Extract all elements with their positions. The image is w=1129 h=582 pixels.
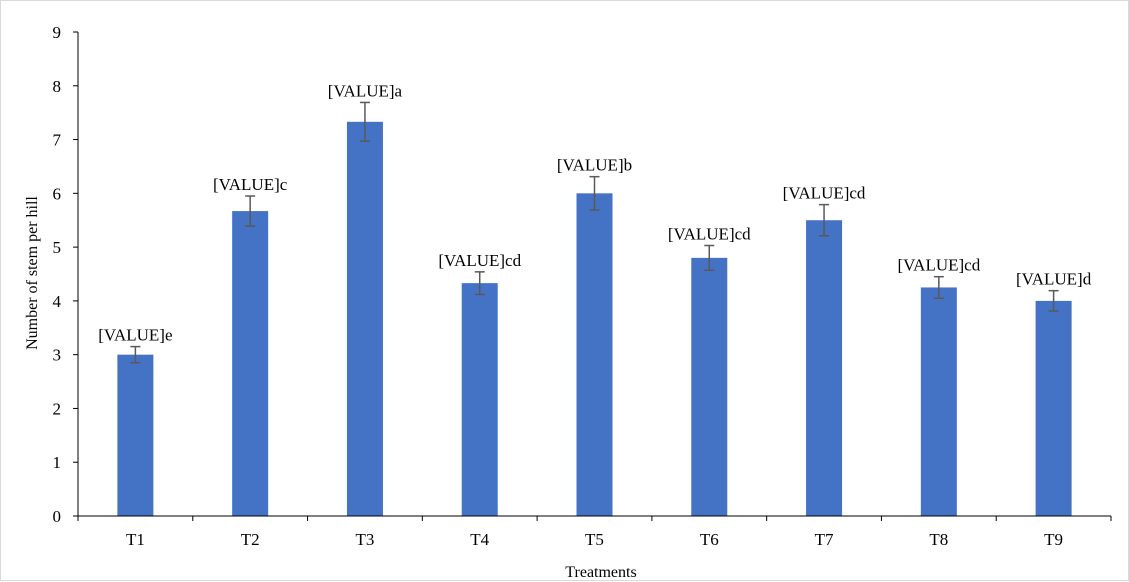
x-tick-label-t6: T6 [700, 530, 719, 549]
y-tick-label: 6 [53, 184, 62, 203]
y-tick-label: 2 [53, 399, 62, 418]
data-label-t2: [VALUE]c [213, 175, 288, 194]
error-bar-t6 [704, 244, 715, 271]
error-bar-t5 [589, 175, 600, 211]
axes-layer: 0 1 2 3 4 5 6 7 8 9 T1 T2 T3 T4 T5 T6 T7 T8 T9 [53, 23, 1112, 549]
error-bar-t4 [474, 271, 485, 296]
x-tick-label-t3: T3 [355, 530, 374, 549]
data-label-t7: [VALUE]cd [783, 184, 866, 203]
x-tick-label-t5: T5 [585, 530, 604, 549]
x-tick-label-t8: T8 [929, 530, 948, 549]
error-bar-t1 [130, 345, 141, 364]
error-bar-t3 [359, 101, 370, 142]
bar-t5 [576, 193, 613, 517]
bar-t8 [920, 287, 957, 516]
data-label-t9: [VALUE]d [1016, 270, 1092, 289]
x-tick-label-t9: T9 [1044, 530, 1063, 549]
data-label-t1: [VALUE]e [98, 326, 172, 345]
bar-t1 [117, 354, 154, 516]
y-tick-label: 0 [53, 507, 62, 526]
data-label-t4: [VALUE]cd [438, 251, 521, 270]
error-bar-t9 [1048, 289, 1059, 312]
y-tick-label: 5 [53, 238, 62, 257]
bars-layer [117, 121, 1072, 517]
y-axis-title: Number of stem per hill [24, 196, 41, 350]
error-bar-t7 [819, 203, 830, 237]
bar-t3 [346, 121, 383, 516]
bar-t9 [1035, 300, 1072, 516]
data-label-t6: [VALUE]cd [668, 224, 751, 243]
bar-t4 [461, 283, 498, 516]
bar-t2 [232, 211, 269, 516]
y-tick-label: 3 [53, 346, 62, 365]
x-tick-label-t1: T1 [126, 530, 145, 549]
error-bars-layer [130, 101, 1059, 364]
error-bar-t2 [245, 195, 256, 227]
x-tick-label-t2: T2 [241, 530, 260, 549]
y-tick-label: 8 [53, 77, 62, 96]
y-tick-label: 9 [53, 23, 62, 42]
x-tick-label-t4: T4 [470, 530, 489, 549]
data-label-t5: [VALUE]b [557, 156, 632, 175]
y-tick-label: 7 [53, 131, 62, 150]
bar-t6 [691, 257, 728, 516]
data-label-t3: [VALUE]a [328, 81, 403, 100]
y-tick-label: 1 [53, 453, 62, 472]
x-axis-title: Treatments [565, 564, 636, 581]
error-bar-t8 [933, 275, 944, 299]
bar-t7 [806, 220, 843, 516]
data-label-t8: [VALUE]cd [897, 256, 980, 275]
x-tick-label-t7: T7 [815, 530, 834, 549]
y-tick-label: 4 [53, 292, 62, 311]
data-labels-layer: [VALUE]e [VALUE]c [VALUE]a [VALUE]cd [VALUE]… [98, 81, 1091, 344]
